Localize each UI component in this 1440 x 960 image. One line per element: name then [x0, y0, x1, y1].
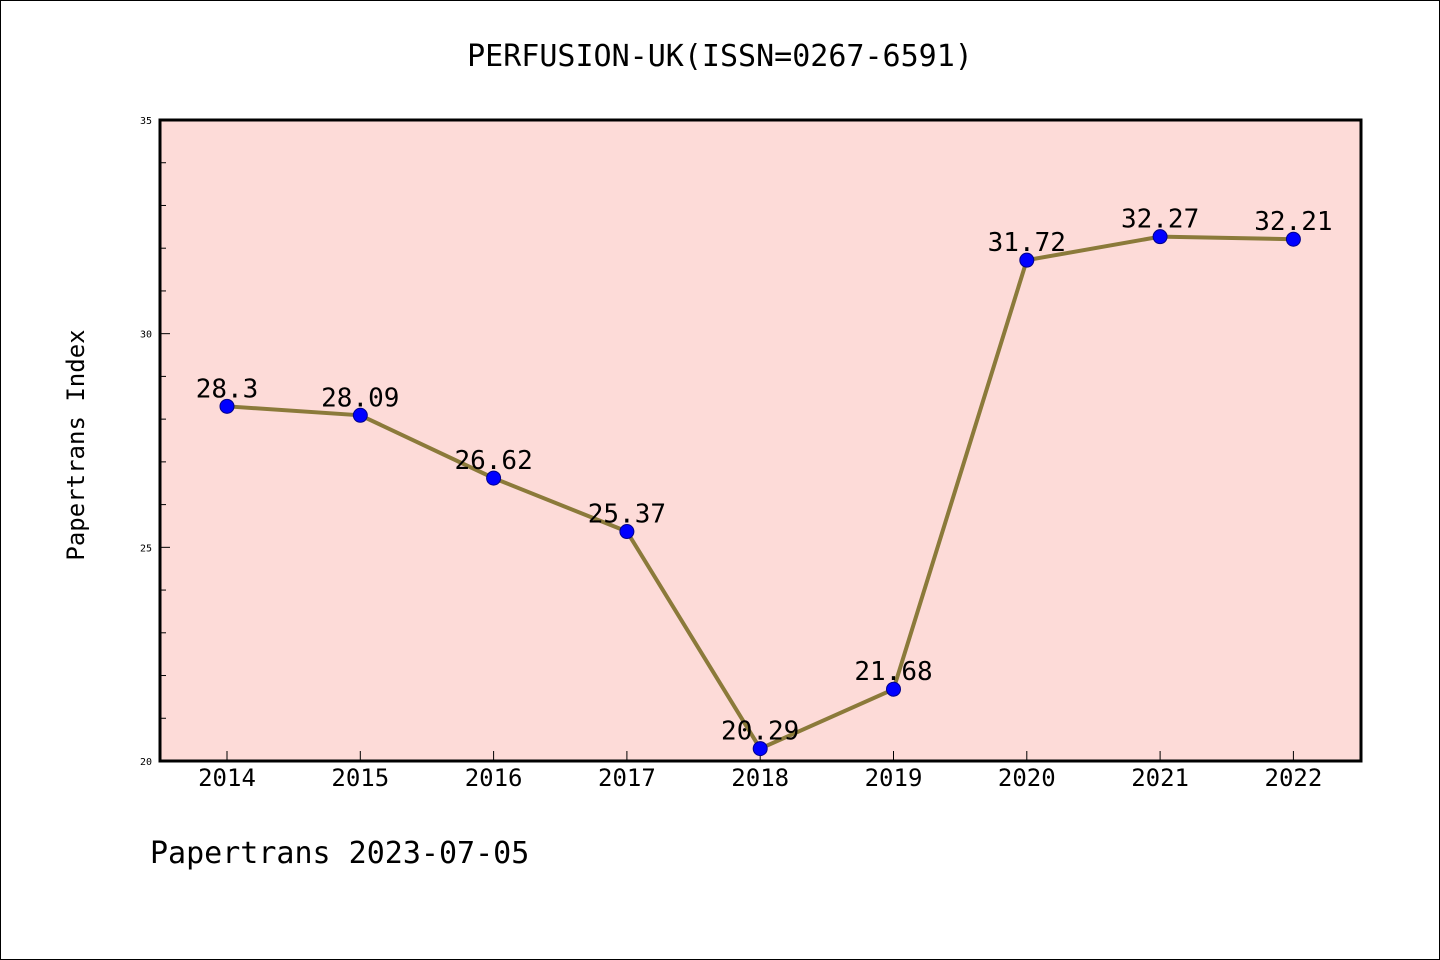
plot-border — [158, 118, 1363, 763]
data-label: 26.62 — [454, 446, 532, 476]
x-tick-label: 2016 — [465, 764, 523, 792]
data-markers — [219, 229, 1301, 757]
x-tick-label: 2022 — [1265, 764, 1323, 792]
data-label: 32.27 — [1121, 205, 1199, 235]
x-tick-label: 2015 — [331, 764, 389, 792]
data-label: 25.37 — [588, 500, 666, 530]
footer-text: Papertrans 2023-07-05 — [150, 836, 529, 871]
data-point — [219, 398, 235, 414]
y-tick-label: 20 — [140, 757, 152, 768]
data-point — [1019, 252, 1035, 268]
data-point — [1152, 229, 1168, 245]
y-tick-label: 25 — [140, 543, 152, 554]
y-tick-label: 35 — [140, 116, 152, 127]
data-point — [619, 524, 635, 540]
x-tick-label: 2018 — [731, 764, 789, 792]
data-label: 28.09 — [321, 383, 399, 413]
x-axis-ticks: 2014 2015 2016 2017 2018 2019 2020 2021 2022 — [198, 751, 1322, 792]
chart-title: PERFUSION-UK(ISSN=0267-6591) — [467, 39, 973, 74]
data-point — [886, 681, 901, 697]
plot-area — [160, 120, 1361, 761]
x-tick-label: 2019 — [865, 764, 923, 792]
x-tick-label: 2014 — [198, 764, 256, 792]
data-labels: 28.3 28.09 26.62 25.37 20.29 21.68 31.72 32.27 3… — [196, 205, 1333, 747]
x-tick-label: 2021 — [1131, 764, 1189, 792]
data-label: 20.29 — [721, 717, 799, 747]
x-tick-label: 2017 — [598, 764, 656, 792]
data-point — [352, 407, 368, 423]
data-label: 32.21 — [1254, 207, 1332, 237]
data-point — [486, 470, 502, 486]
data-point — [752, 741, 768, 757]
y-axis-label: Papertrans Index — [62, 329, 90, 560]
data-label: 28.3 — [196, 374, 259, 404]
data-label: 21.68 — [854, 657, 932, 687]
x-tick-label: 2020 — [998, 764, 1056, 792]
y-tick-label: 30 — [140, 330, 152, 341]
data-point — [1285, 231, 1301, 247]
data-label: 31.72 — [988, 228, 1066, 258]
